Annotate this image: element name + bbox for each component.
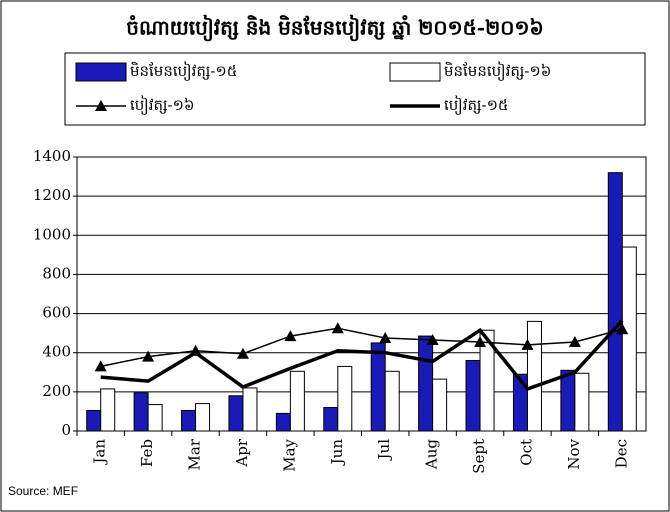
bar [242, 387, 258, 432]
x-tick-label: Feb [138, 439, 156, 467]
y-tick-label: 200 [42, 382, 71, 400]
bar [147, 404, 163, 432]
x-tick-label: Apr [233, 438, 251, 467]
bar [195, 403, 211, 432]
bar [526, 320, 542, 432]
bar [479, 329, 495, 432]
source-note: Source: MEF [8, 484, 78, 498]
y-tick-label: 600 [42, 304, 71, 322]
legend-label: បៀវត្ស-១៥ [444, 95, 509, 115]
marker [94, 360, 107, 372]
x-tick-label: Jan [91, 439, 109, 466]
legend-label: បៀវត្ស-១៦ [130, 95, 195, 115]
marker [236, 347, 249, 359]
legend-swatch [389, 62, 441, 82]
x-tick-label: Nov [565, 438, 583, 469]
bar [100, 388, 116, 432]
marker [379, 332, 392, 344]
legend-box [64, 52, 646, 126]
marker [331, 322, 344, 334]
y-tick-label: 400 [42, 343, 71, 361]
legend-label: មិនមែនបៀវត្ស-១៥ [130, 61, 237, 81]
bar [228, 395, 244, 432]
bar [275, 412, 291, 432]
y-tick-label: 1000 [33, 225, 71, 243]
chart-title: ចំណាយបៀវត្ស និង មិនមែនបៀវត្ស ឆ្នាំ ២០១៥-… [126, 15, 543, 42]
line [100, 327, 623, 368]
x-tick-label: Sept [470, 439, 488, 474]
x-tick-label: Aug [423, 439, 441, 470]
bar [432, 378, 448, 432]
legend-marker [95, 100, 107, 111]
x-tick-label: Jun [328, 439, 346, 467]
y-tick-label: 1200 [33, 186, 71, 204]
bar [560, 369, 576, 432]
bar [86, 409, 102, 432]
bar [574, 372, 590, 432]
bar [465, 360, 481, 432]
legend-swatch [75, 62, 127, 82]
y-tick-label: 800 [42, 264, 71, 282]
bar [370, 342, 386, 432]
bar [289, 370, 305, 432]
bar [337, 365, 353, 432]
marker [521, 338, 534, 350]
marker [284, 330, 297, 342]
x-tick-label: Jul [375, 439, 393, 462]
y-tick-label: 1400 [33, 147, 71, 165]
bar [181, 409, 197, 432]
line [100, 319, 624, 391]
marker [474, 335, 487, 347]
bar [607, 172, 623, 432]
x-tick-label: Dec [612, 439, 630, 468]
bar [133, 392, 149, 432]
bar [384, 370, 400, 432]
marker [142, 350, 155, 362]
bar [418, 335, 434, 432]
marker [616, 323, 629, 335]
x-tick-label: May [280, 438, 298, 471]
x-tick-label: Oct [517, 439, 535, 466]
marker [568, 335, 581, 347]
y-tick-label: 0 [61, 421, 71, 439]
legend-label: មិនមែនបៀវត្ស-១៦ [444, 61, 551, 81]
x-tick-label: Mar [186, 438, 204, 470]
bar [621, 246, 637, 432]
marker [426, 333, 439, 345]
bar [323, 407, 339, 432]
